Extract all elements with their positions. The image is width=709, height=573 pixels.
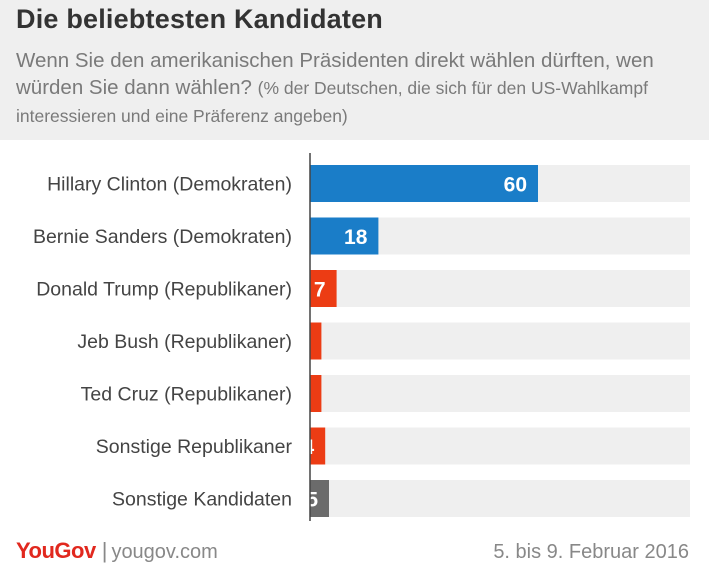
- bar: [310, 217, 379, 255]
- data-label: 5: [306, 489, 318, 512]
- category-label: Bernie Sanders (Demokraten): [33, 226, 292, 248]
- chart-subtitle: Wenn Sie den amerikanischen Präsidenten …: [16, 47, 696, 130]
- data-label: 3: [299, 384, 311, 407]
- survey-date: 5. bis 9. Februar 2016: [493, 541, 689, 563]
- footer-brand: YouGov | yougov.com: [16, 538, 218, 564]
- data-label: 60: [504, 174, 527, 197]
- bar-track: [310, 480, 690, 517]
- bar-chart: Hillary Clinton (Demokraten) 60 Bernie San…: [33, 153, 690, 521]
- subtitle-note: (% der Deutschen, die sich für den US-Wa…: [16, 78, 648, 126]
- bar: [310, 427, 326, 465]
- logo-separator: |: [101, 538, 108, 563]
- category-label: Ted Cruz (Republikaner): [81, 384, 292, 406]
- header-panel: Die beliebtesten Kandidaten Wenn Sie den…: [0, 0, 709, 140]
- yougov-logo: YouGov: [16, 538, 96, 563]
- bar: [310, 270, 337, 307]
- category-label: Hillary Clinton (Demokraten): [47, 174, 292, 196]
- bar-track: [310, 270, 690, 307]
- category-label: Donald Trump (Republikaner): [36, 279, 292, 301]
- footer-url: yougov.com: [111, 541, 218, 563]
- data-label: 3: [299, 331, 311, 354]
- bar: [310, 375, 322, 412]
- bar: [310, 480, 329, 517]
- category-label: Sonstige Republikaner: [96, 436, 293, 458]
- bar-track: [310, 427, 690, 465]
- subtitle-question: Wenn Sie den amerikanischen Präsidenten …: [16, 49, 654, 99]
- bar-track: [310, 322, 690, 360]
- bar-track: [310, 375, 690, 412]
- bar: [310, 165, 538, 202]
- chart-title: Die beliebtesten Kandidaten: [16, 4, 383, 34]
- category-label: Jeb Bush (Republikaner): [77, 331, 292, 353]
- data-label: 18: [344, 226, 368, 249]
- bar: [310, 322, 322, 360]
- data-label: 7: [314, 279, 326, 302]
- category-label: Sonstige Kandidaten: [112, 489, 292, 511]
- data-label: 4: [303, 436, 315, 459]
